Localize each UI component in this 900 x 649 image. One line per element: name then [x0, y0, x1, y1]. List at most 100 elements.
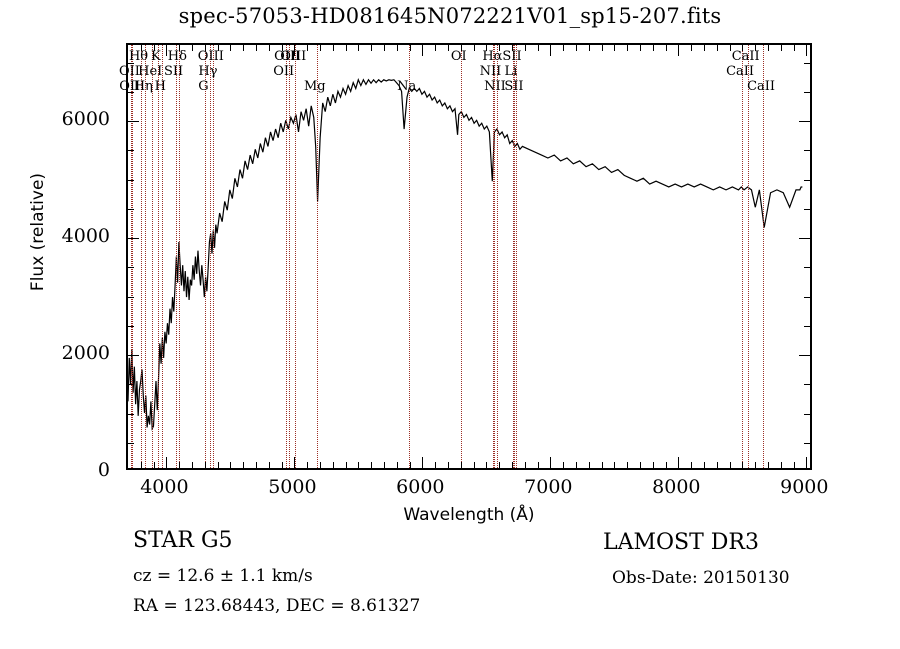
x-tick-5700 — [383, 462, 385, 468]
x-tick-top-7200 — [575, 45, 577, 51]
x-tick-top-6100 — [435, 45, 437, 51]
x-tick-7500 — [614, 462, 616, 468]
line-marker-Mg-5175 — [316, 45, 318, 468]
x-tick-4700 — [255, 462, 257, 468]
x-tick-label-5000: 5000 — [268, 476, 317, 498]
line-label-OII-3729: OII — [119, 79, 141, 94]
x-tick-top-9000 — [806, 45, 808, 56]
line-marker-OII-4932 — [285, 45, 287, 468]
x-tick-6200 — [447, 462, 449, 468]
line-marker-CaII-8498 — [742, 45, 744, 468]
y-tick-right-7000 — [804, 62, 810, 64]
x-tick-8000 — [678, 457, 680, 468]
x-tick-7800 — [652, 462, 654, 468]
line-label-H-3798: Hθ — [128, 49, 149, 64]
line-marker-H-6563 — [494, 45, 496, 468]
y-tick-3000 — [128, 296, 134, 298]
x-tick-6300 — [460, 462, 462, 468]
x-tick-top-4000 — [166, 45, 168, 56]
line-label-CaII-8542: CaII — [731, 49, 760, 64]
line-marker-H-3968 — [162, 45, 164, 468]
y-tick-5000 — [128, 179, 134, 181]
x-tick-top-6600 — [499, 45, 501, 51]
y-axis-title: Flux (relative) — [28, 172, 48, 292]
metadata-footer: STAR G5 cz = 12.6 ± 1.1 km/s RA = 123.68… — [0, 528, 900, 638]
x-tick-7000 — [550, 457, 552, 468]
y-tick-2000 — [128, 355, 139, 356]
x-tick-5100 — [307, 462, 309, 468]
x-tick-8400 — [729, 462, 731, 468]
plot-frame — [126, 43, 812, 470]
x-tick-8200 — [703, 462, 705, 468]
redshift-velocity: cz = 12.6 ± 1.1 km/s — [133, 566, 313, 586]
x-tick-top-4800 — [268, 45, 270, 51]
x-tick-top-8900 — [793, 45, 795, 51]
x-tick-5400 — [345, 462, 347, 468]
x-tick-top-5300 — [332, 45, 334, 51]
x-tick-7400 — [601, 462, 603, 468]
x-tick-top-6500 — [486, 45, 488, 51]
y-tick-right-1000 — [804, 413, 810, 415]
y-tick-right-5000 — [804, 179, 810, 181]
x-tick-5000 — [294, 457, 296, 468]
line-marker-OIII-5007 — [295, 45, 297, 468]
x-tick-7100 — [563, 462, 565, 468]
x-tick-6500 — [486, 462, 488, 468]
spectrum-plot — [128, 45, 810, 468]
x-tick-top-8100 — [691, 45, 693, 51]
line-marker-HeI-3889 — [152, 45, 154, 468]
line-label-H-3968: H — [154, 79, 166, 94]
y-tick-right-6000 — [799, 121, 810, 123]
x-tick-5900 — [409, 462, 411, 468]
x-tick-4900 — [281, 462, 283, 468]
x-tick-6700 — [511, 462, 513, 468]
line-marker-SII-6731 — [515, 45, 517, 468]
line-label-SII-6731: SII — [504, 79, 524, 94]
x-tick-top-6700 — [511, 45, 513, 51]
x-tick-top-8700 — [767, 45, 769, 51]
x-tick-top-5700 — [383, 45, 385, 51]
line-marker-CaII-8542 — [747, 45, 749, 468]
x-tick-6100 — [435, 462, 437, 468]
x-tick-6400 — [473, 462, 475, 468]
x-tick-top-8000 — [678, 45, 680, 56]
line-label-OII-3727: OII — [118, 64, 140, 79]
line-label-CaII-8498: CaII — [726, 64, 755, 79]
x-tick-top-7300 — [588, 45, 590, 51]
y-tick-label-6000: 6000 — [61, 108, 110, 131]
x-tick-5800 — [396, 462, 398, 468]
line-label-SII-4072: SII — [164, 64, 184, 79]
x-tick-top-5400 — [345, 45, 347, 51]
x-tick-top-7800 — [652, 45, 654, 51]
x-tick-4300 — [204, 462, 206, 468]
x-tick-4600 — [243, 462, 245, 468]
y-tick-500 — [128, 442, 134, 444]
x-tick-6000 — [422, 457, 424, 468]
line-marker-K-3933 — [157, 45, 159, 468]
x-tick-3900 — [153, 462, 155, 468]
line-label-OII-4932: OII — [273, 64, 295, 79]
y-tick-2500 — [128, 325, 134, 327]
x-tick-7300 — [588, 462, 590, 468]
y-tick-right-500 — [804, 442, 810, 444]
x-tick-5200 — [319, 462, 321, 468]
x-tick-top-3800 — [140, 45, 142, 51]
line-marker-Li-6707 — [512, 45, 514, 468]
y-tick-label-4000: 4000 — [61, 225, 110, 248]
x-tick-9000 — [806, 457, 808, 468]
line-label-H-4101: Hδ — [167, 49, 187, 64]
y-tick-right-4500 — [804, 208, 810, 210]
line-label-K-3933: K — [150, 49, 161, 64]
x-tick-8900 — [793, 462, 795, 468]
x-tick-6900 — [537, 462, 539, 468]
x-tick-4500 — [230, 462, 232, 468]
x-tick-8500 — [742, 462, 744, 468]
observation-date: Obs-Date: 20150130 — [612, 568, 790, 588]
line-marker-NII-6583 — [496, 45, 498, 468]
line-label-NII-6583: NII — [484, 79, 506, 94]
x-tick-top-5000 — [294, 45, 296, 56]
line-label-G-4305: G — [198, 79, 209, 94]
x-tick-label-6000: 6000 — [396, 476, 445, 498]
x-tick-8800 — [780, 462, 782, 468]
x-tick-top-7100 — [563, 45, 565, 51]
